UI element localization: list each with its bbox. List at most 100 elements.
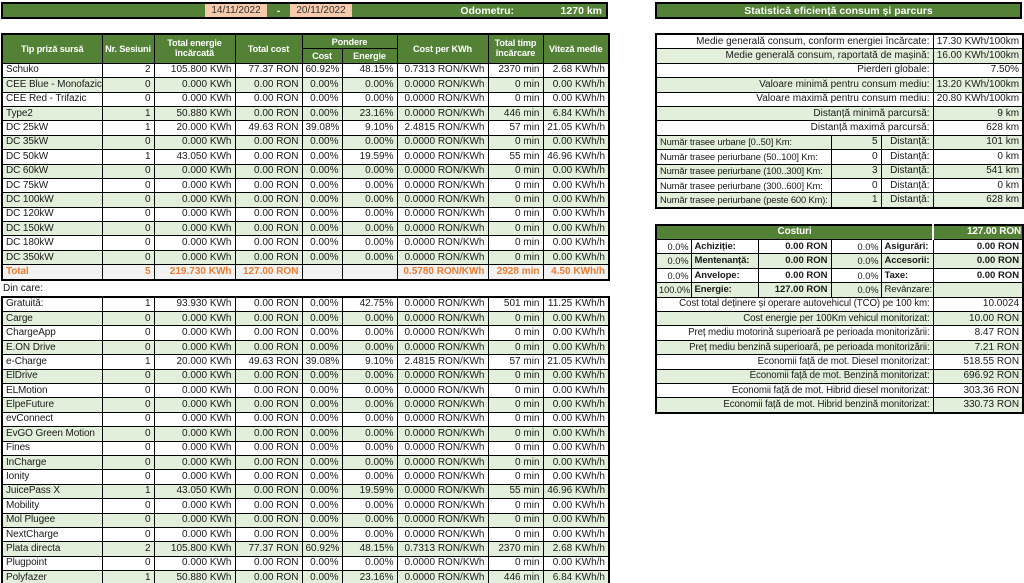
cell-time[interactable]: 0 min [487,339,544,356]
cell-speed[interactable]: 2.68 KWh/h [542,62,610,79]
cell-time[interactable]: 2370 min [487,541,544,557]
cell-sessions[interactable]: 0 [101,91,155,107]
route-dist-value[interactable]: 0 km [932,177,1024,194]
cell-pct-cost[interactable]: 0.00% [301,570,343,583]
route-dist-label[interactable]: Distanță: [880,192,934,209]
cell-cost-per-kwh[interactable]: 0.0000 RON/KWh [396,163,489,179]
cell-pct-energy[interactable]: 0.00% [341,221,398,237]
cell-pct-cost[interactable]: 0.00% [301,555,343,572]
cost-value-1[interactable]: 0.00 RON [757,239,832,255]
cell-source-label[interactable]: Polyfazer [1,570,103,583]
cell-cost[interactable]: 0.00 RON [234,296,303,313]
cell-sessions[interactable]: 0 [101,311,155,327]
cell-energy[interactable]: 0.000 KWh [153,249,236,266]
cell-cost[interactable]: 0.00 RON [234,397,303,413]
cell-sessions[interactable]: 0 [101,339,155,356]
cell-sessions[interactable]: 0 [101,426,155,442]
cell-source-label[interactable]: DC 75kW [1,177,103,194]
cell-total-pct-energy[interactable] [341,264,398,281]
cell-pct-energy[interactable]: 0.00% [341,397,398,413]
cell-total-sessions[interactable]: 5 [101,264,155,281]
cell-source-label[interactable]: Carge [1,311,103,327]
cell-cost-per-kwh[interactable]: 0.0000 RON/KWh [396,91,489,107]
cell-speed[interactable]: 0.00 KWh/h [542,368,610,384]
cell-sessions[interactable]: 0 [101,177,155,194]
summary-label[interactable]: Economii față de mot. Hibrid benzină mon… [655,397,934,414]
cell-speed[interactable]: 0.00 KWh/h [542,498,610,514]
cell-source-label[interactable]: Fines [1,440,103,456]
cell-pct-energy[interactable]: 0.00% [341,325,398,341]
cell-cost-per-kwh[interactable]: 0.0000 RON/KWh [396,206,489,223]
cell-sessions[interactable]: 0 [101,192,155,208]
cell-total-energy[interactable]: 219.730 KWh [153,264,236,281]
cell-source-label[interactable]: CEE Red - Trifazic [1,91,103,107]
stats-value[interactable]: 16.00 KWh/100km [932,48,1024,64]
cell-energy[interactable]: 0.000 KWh [153,526,236,543]
route-count[interactable]: 3 [830,163,882,179]
cell-cost-per-kwh[interactable]: 0.0000 RON/KWh [396,235,489,251]
cell-source-label[interactable]: DC 120kW [1,206,103,223]
cost-label-1[interactable]: Anvelope: [690,267,759,284]
cell-source-label[interactable]: Ionity [1,469,103,485]
cell-source-label[interactable]: e-Charge [1,354,103,370]
cell-speed[interactable]: 21.05 KWh/h [542,354,610,370]
route-label[interactable]: Număr trasee periurbane (50..100] Km: [655,149,832,165]
cell-total-cost[interactable]: 127.00 RON [234,264,303,281]
cell-cost-per-kwh[interactable]: 0.0000 RON/KWh [396,512,489,528]
cell-energy[interactable]: 0.000 KWh [153,325,236,341]
route-label[interactable]: Număr trasee urbane [0..50] Km: [655,134,832,151]
cell-pct-energy[interactable]: 0.00% [341,498,398,514]
route-label[interactable]: Număr trasee periurbane (peste 600 Km): [655,192,832,209]
cell-pct-energy[interactable]: 23.16% [341,105,398,122]
stats-value[interactable]: 7.50% [932,62,1024,79]
cell-cost-per-kwh[interactable]: 0.0000 RON/KWh [396,105,489,122]
cell-pct-energy[interactable]: 0.00% [341,411,398,428]
cell-cost[interactable]: 49.63 RON [234,120,303,136]
cell-pct-cost[interactable]: 0.00% [301,469,343,485]
cell-energy[interactable]: 43.050 KWh [153,149,236,165]
cell-pct-cost[interactable]: 60.92% [301,62,343,79]
cost-label-2[interactable]: Revânzare: [880,282,934,298]
cell-energy[interactable]: 0.000 KWh [153,454,236,471]
cell-energy[interactable]: 0.000 KWh [153,163,236,179]
cost-value-2[interactable]: 0.00 RON [932,239,1024,255]
cell-speed[interactable]: 0.00 KWh/h [542,526,610,543]
cell-sessions[interactable]: 0 [101,77,155,93]
stats-label[interactable]: Valoare maximă pentru consum mediu: [655,91,934,107]
cell-time[interactable]: 55 min [487,483,544,500]
cell-time[interactable]: 0 min [487,426,544,442]
cell-energy[interactable]: 93.930 KWh [153,296,236,313]
cell-sessions[interactable]: 0 [101,498,155,514]
cell-speed[interactable]: 0.00 KWh/h [542,426,610,442]
cell-pct-cost[interactable]: 60.92% [301,541,343,557]
cell-time[interactable]: 0 min [487,526,544,543]
cell-time[interactable]: 0 min [487,192,544,208]
cell-time[interactable]: 0 min [487,469,544,485]
cell-pct-energy[interactable]: 0.00% [341,526,398,543]
cost-label-1[interactable]: Energie: [690,282,759,298]
cell-time[interactable]: 446 min [487,570,544,583]
cell-pct-energy[interactable]: 0.00% [341,382,398,399]
cell-pct-energy[interactable]: 0.00% [341,206,398,223]
route-label[interactable]: Număr trasee periurbane (300..600] Km: [655,177,832,194]
cell-energy[interactable]: 0.000 KWh [153,235,236,251]
cost-value-1[interactable]: 0.00 RON [757,267,832,284]
cell-speed[interactable]: 46.96 KWh/h [542,149,610,165]
cell-pct-cost[interactable]: 0.00% [301,526,343,543]
cell-time[interactable]: 0 min [487,163,544,179]
cell-sessions[interactable]: 0 [101,221,155,237]
cell-cost[interactable]: 0.00 RON [234,149,303,165]
cell-pct-energy[interactable]: 0.00% [341,555,398,572]
cell-pct-cost[interactable]: 0.00% [301,454,343,471]
cell-cost[interactable]: 0.00 RON [234,177,303,194]
cell-pct-cost[interactable]: 0.00% [301,440,343,456]
stats-label[interactable]: Medie generală consum, conform energiei … [655,33,934,50]
cell-speed[interactable]: 21.05 KWh/h [542,120,610,136]
col-header-sesiuni[interactable]: Nr. Sesiuni [101,33,155,64]
cell-cost[interactable]: 0.00 RON [234,555,303,572]
cell-source-label[interactable]: Schuko [1,62,103,79]
cell-cost-per-kwh[interactable]: 0.0000 RON/KWh [396,296,489,313]
cell-speed[interactable]: 6.84 KWh/h [542,105,610,122]
cost-label-1[interactable]: Mentenanță: [690,253,759,269]
cell-speed[interactable]: 2.68 KWh/h [542,541,610,557]
